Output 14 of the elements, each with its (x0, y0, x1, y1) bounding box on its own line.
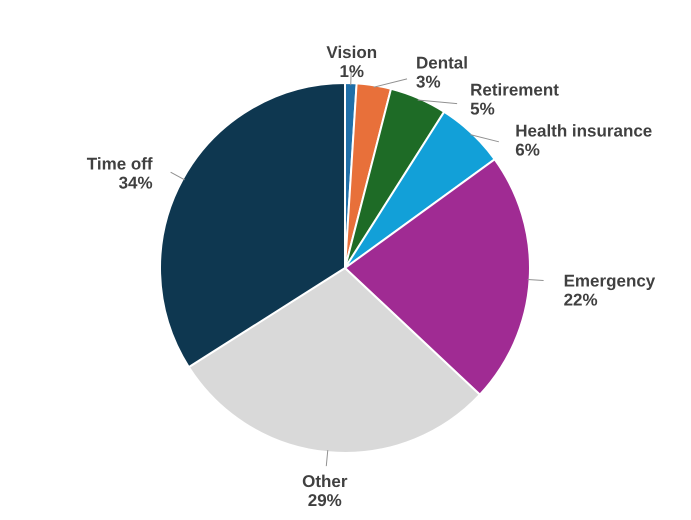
slice-label: Time off (86, 154, 153, 174)
slice-label: Health insurance (515, 122, 652, 141)
data-label: 6% (515, 140, 540, 160)
data-label: 5% (470, 99, 495, 118)
data-label: 34% (118, 173, 153, 192)
slice-label: Retirement (470, 80, 560, 100)
data-label: 22% (564, 290, 598, 310)
data-label: 29% (308, 491, 342, 510)
slice-label: Vision (326, 43, 378, 62)
data-label: 1% (339, 62, 364, 82)
data-label: 3% (416, 72, 441, 92)
slice-label: Dental (416, 54, 468, 73)
slice-label: Other (302, 472, 348, 492)
slice-label: Emergency (564, 272, 656, 290)
